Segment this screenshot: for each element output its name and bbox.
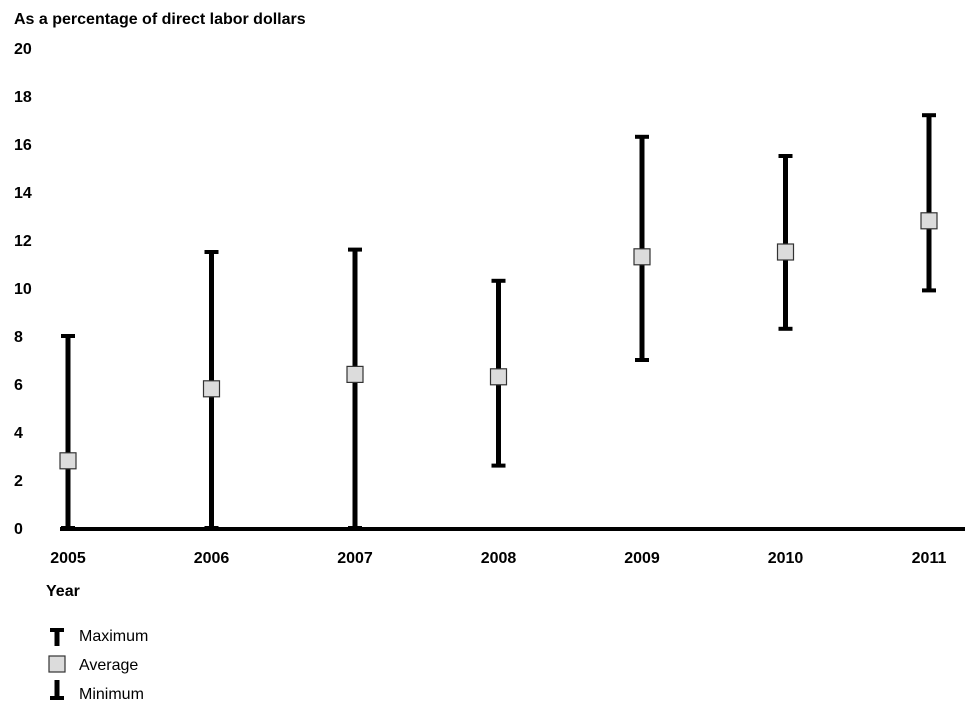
average-marker-2011: [920, 212, 938, 230]
average-marker-2010: [776, 243, 795, 261]
y-tick-label-12: 12: [14, 233, 32, 250]
y-tick-label-4: 4: [14, 425, 23, 442]
x-tick-label-2010: 2010: [768, 550, 804, 567]
legend-average: Average: [48, 655, 138, 674]
y-tick-label-6: 6: [14, 377, 23, 394]
average-marker-2006: [202, 380, 221, 398]
legend-maximum: Maximum: [50, 628, 148, 646]
x-tick-label-2005: 2005: [50, 550, 86, 567]
error-bar-2009: [633, 134, 651, 362]
legend-maximum-label: Maximum: [79, 628, 148, 645]
x-tick-label-2007: 2007: [337, 550, 373, 567]
average-marker-2008: [489, 368, 508, 386]
legend-minimum-label: Minimum: [79, 686, 144, 703]
y-tick-label-14: 14: [14, 185, 32, 202]
y-tick-label-16: 16: [14, 137, 32, 154]
x-tick-label-2006: 2006: [194, 550, 230, 567]
error-bar-2006: [202, 250, 221, 530]
legend-average-symbol: [48, 655, 66, 673]
x-tick-label-2009: 2009: [624, 550, 660, 567]
error-bar-2008: [489, 278, 508, 468]
x-tick-label-2008: 2008: [481, 550, 517, 567]
y-tick-label-20: 20: [14, 41, 32, 58]
error-bars: [59, 113, 938, 530]
error-bar-2011: [920, 113, 938, 293]
y-axis-label: As a percentage of direct labor dollars: [14, 11, 306, 28]
legend-minimum: Minimum: [50, 680, 144, 703]
y-tick-label-10: 10: [14, 281, 32, 298]
average-marker-2005: [59, 452, 77, 470]
legend-average-label: Average: [79, 657, 138, 674]
y-tick-label-8: 8: [14, 329, 23, 346]
y-tick-label-18: 18: [14, 89, 32, 106]
y-axis-ticks: 0 2 4 6 8 10 12 14 16 18 20: [14, 41, 32, 538]
y-tick-label-0: 0: [14, 521, 23, 538]
y-tick-label-2: 2: [14, 473, 23, 490]
legend: Maximum Average Minimum: [48, 628, 148, 703]
error-bar-2005: [59, 334, 77, 530]
error-bar-2007: [346, 247, 364, 530]
error-bar-2010: [776, 154, 795, 331]
x-axis-label: Year: [46, 583, 80, 600]
average-marker-2007: [346, 365, 364, 383]
average-marker-2009: [633, 248, 651, 266]
x-tick-label-2011: 2011: [912, 550, 947, 567]
x-axis-ticks: 2005 2006 2007 2008 2009 2010 2011: [50, 550, 946, 567]
